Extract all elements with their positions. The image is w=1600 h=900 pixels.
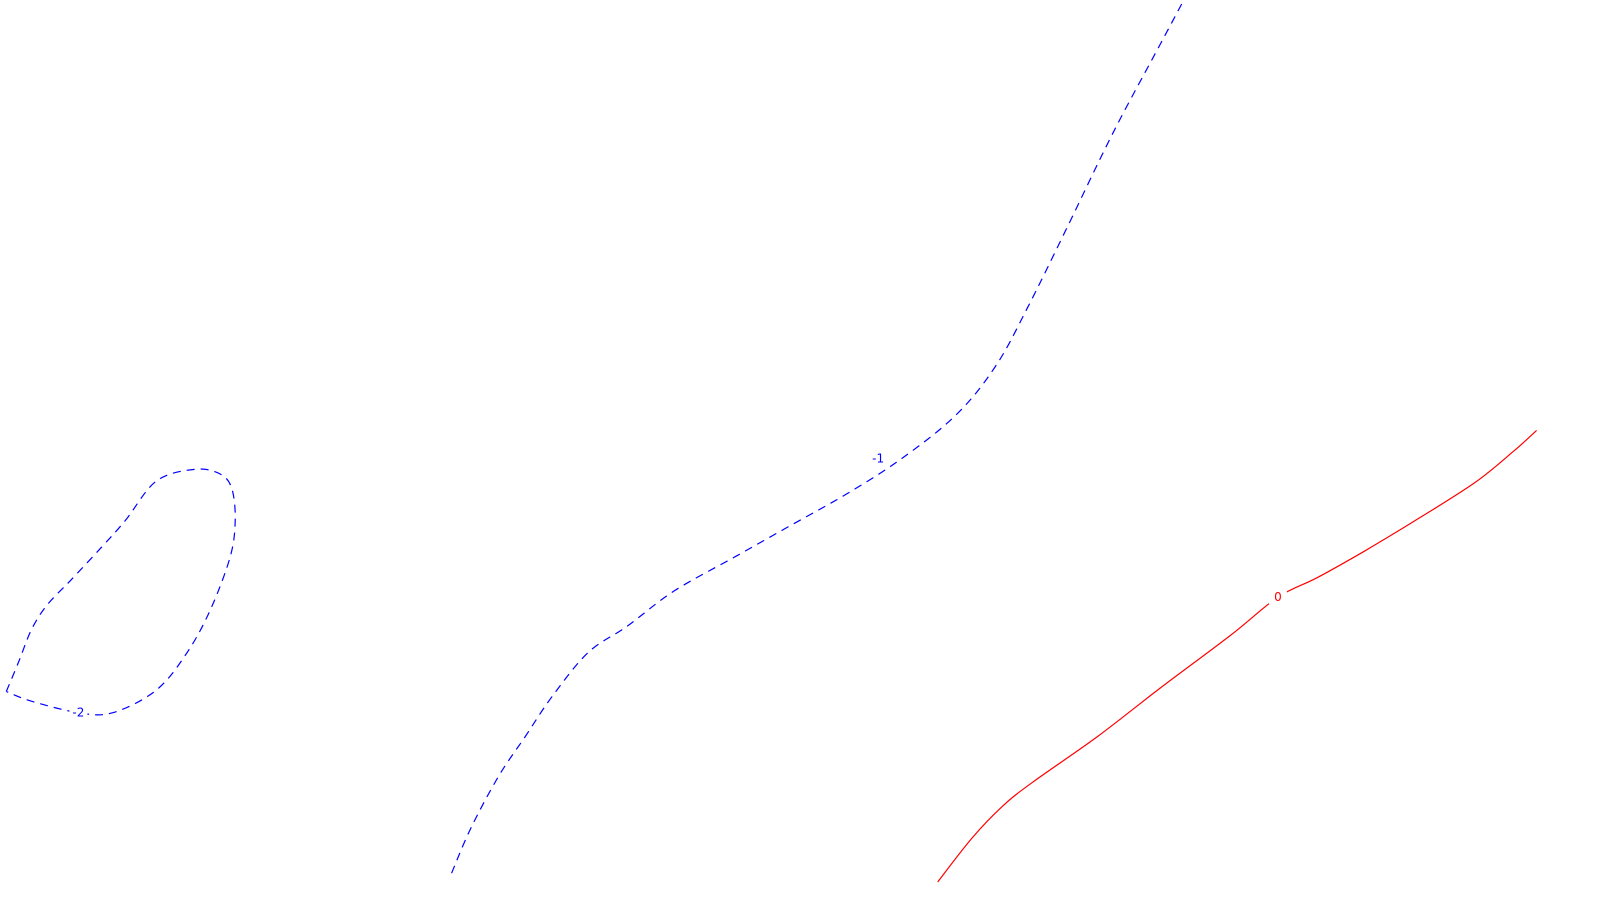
contour-line-level-neg1	[451, 0, 1185, 874]
contour-line-level-neg2	[5, 468, 236, 716]
contour-label-background	[1268, 590, 1287, 605]
contour-label-level-neg2: -2	[72, 706, 84, 720]
contour-label-background	[69, 705, 88, 720]
contour-label-level-neg1: -1	[872, 452, 884, 466]
contour-labels-group: -2 -1 0	[69, 451, 1287, 720]
contour-label-level-0: 0	[1274, 590, 1282, 604]
contour-lines-group	[5, 0, 1538, 883]
contour-line-level-0	[937, 429, 1538, 883]
contour-label-background	[869, 451, 888, 466]
